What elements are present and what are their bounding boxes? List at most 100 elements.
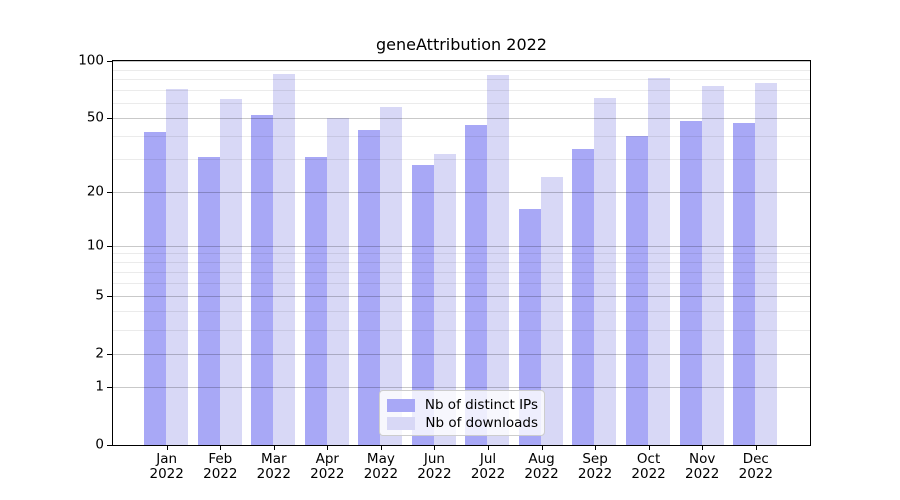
x-tick-jan: [166, 446, 168, 450]
x-tick-month: Nov: [689, 451, 716, 467]
legend-item-downloads: Nb of downloads: [387, 414, 538, 432]
y-tick-label-0: 0: [95, 436, 104, 453]
legend-swatch-downloads: [387, 416, 415, 430]
gridline-minor-8: [113, 262, 810, 264]
x-tick-oct: [648, 446, 650, 450]
y-tick-label-50: 50: [86, 109, 104, 126]
y-tick-50: [107, 117, 112, 119]
bar-downloads-jun: [433, 154, 456, 445]
bar-distinct-ips-oct: [625, 136, 648, 445]
x-tick-year: 2022: [149, 466, 184, 482]
gridline-minor-80: [113, 79, 810, 81]
bar-distinct-ips-aug: [518, 209, 541, 445]
x-tick-year: 2022: [685, 466, 720, 482]
x-tick-year: 2022: [577, 466, 613, 482]
x-tick-month: Jul: [479, 451, 497, 467]
bar-distinct-ips-apr: [304, 156, 327, 445]
bar-downloads-feb: [219, 98, 242, 445]
x-tick-month: Dec: [742, 451, 769, 467]
gridline-minor-90: [113, 69, 810, 71]
x-tick-label-jun: Jun 2022: [404, 452, 464, 482]
bar-distinct-ips-may: [358, 130, 381, 445]
chart-title: geneAttribution 2022: [376, 35, 547, 54]
bar-distinct-ips-feb: [197, 156, 220, 445]
gridline-minor-70: [113, 90, 810, 92]
y-tick-5: [107, 295, 112, 297]
x-tick-jul: [488, 446, 489, 450]
legend-label-distinct-ips: Nb of distinct IPs: [424, 397, 538, 413]
bar-downloads-sep: [594, 97, 617, 445]
bar-downloads-nov: [701, 85, 724, 445]
legend-swatch-distinct-ips: [387, 398, 415, 412]
legend-label-downloads: Nb of downloads: [425, 415, 538, 431]
x-tick-label-aug: Aug 2022: [512, 452, 572, 482]
y-tick-2: [107, 353, 112, 355]
bar-downloads-jul: [487, 75, 510, 445]
gridline-minor-6: [113, 283, 810, 285]
x-tick-month: Apr: [315, 451, 339, 467]
x-tick-label-mar: Mar 2022: [244, 452, 304, 482]
y-tick-20: [107, 191, 112, 193]
x-tick-year: 2022: [631, 466, 666, 482]
x-tick-month: May: [366, 451, 395, 467]
legend-item-distinct-ips: Nb of distinct IPs: [387, 396, 538, 414]
x-tick-month: Jan: [156, 451, 178, 467]
x-tick-month: Oct: [636, 451, 661, 467]
x-tick-year: 2022: [738, 466, 773, 482]
x-tick-aug: [541, 446, 543, 450]
bar-distinct-ips-jun: [411, 164, 434, 445]
x-tick-nov: [702, 446, 704, 450]
gridline-minor-3: [113, 329, 810, 331]
x-tick-dec: [755, 446, 757, 450]
y-tick-1: [107, 387, 112, 389]
x-tick-label-may: May 2022: [351, 452, 411, 482]
x-tick-apr: [327, 446, 329, 450]
gridline-major-20: [113, 191, 810, 193]
x-tick-year: 2022: [256, 466, 291, 482]
bar-distinct-ips-nov: [679, 121, 702, 445]
x-tick-year: 2022: [524, 466, 559, 482]
bar-distinct-ips-jan: [144, 132, 166, 445]
gridline-major-50: [113, 117, 810, 119]
x-tick-sep: [595, 446, 597, 450]
bar-downloads-may: [380, 107, 403, 445]
gridline-minor-9: [113, 253, 810, 255]
y-tick-100: [107, 61, 112, 62]
gridline-major-10: [113, 245, 810, 247]
x-tick-month: Mar: [261, 451, 287, 467]
x-tick-label-jul: Jul 2022: [458, 452, 518, 482]
y-tick-label-1: 1: [95, 378, 104, 395]
gridline-minor-4: [113, 311, 810, 313]
x-tick-mar: [273, 446, 275, 450]
x-tick-label-jan: Jan 2022: [137, 452, 197, 482]
x-tick-year: 2022: [363, 466, 399, 482]
x-tick-label-sep: Sep 2022: [565, 452, 625, 482]
gridline-minor-7: [113, 272, 810, 273]
bar-distinct-ips-mar: [251, 114, 274, 445]
y-tick-10: [107, 245, 112, 247]
x-tick-month: Aug: [528, 451, 555, 467]
x-tick-label-nov: Nov 2022: [672, 452, 732, 482]
gridline-major-2: [113, 353, 810, 355]
gridline-minor-60: [113, 103, 810, 104]
x-tick-year: 2022: [310, 466, 345, 482]
gridline-minor-40: [113, 136, 810, 137]
x-tick-year: 2022: [203, 466, 238, 482]
gridline-minor-30: [113, 159, 810, 161]
x-tick-month: Jun: [423, 451, 445, 467]
x-tick-month: Sep: [582, 451, 608, 467]
bar-downloads-oct: [647, 78, 670, 445]
y-tick-0: [107, 445, 112, 446]
x-tick-feb: [220, 446, 222, 450]
x-tick-label-feb: Feb 2022: [190, 452, 250, 482]
y-tick-label-20: 20: [86, 182, 104, 199]
x-tick-may: [380, 446, 382, 450]
y-tick-label-10: 10: [86, 236, 104, 253]
bar-downloads-aug: [540, 177, 563, 445]
x-tick-year: 2022: [470, 466, 506, 482]
gridline-major-1: [113, 387, 810, 389]
bar-downloads-mar: [273, 74, 296, 445]
legend: Nb of distinct IPs Nb of downloads: [379, 390, 545, 436]
bar-downloads-apr: [326, 117, 349, 445]
